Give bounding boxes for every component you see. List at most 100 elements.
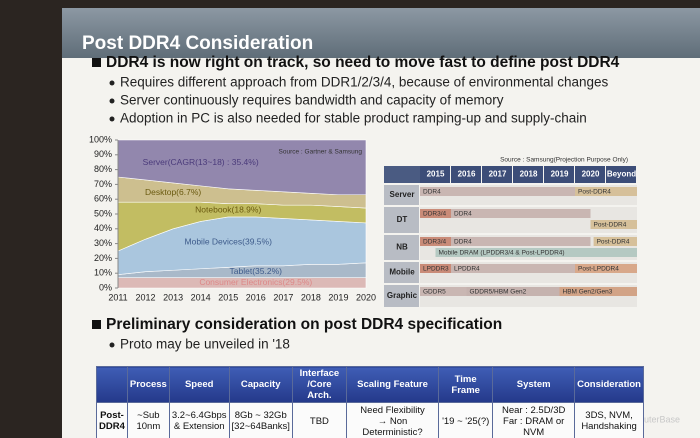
roadmap-bar-label: GDDR5	[423, 289, 446, 296]
table-cell: Capacity	[228, 366, 293, 403]
year-cell	[482, 166, 512, 183]
table-cell: Need Flexibility → Non Deterministic?	[345, 402, 440, 438]
x-tick-label: 2011	[108, 292, 127, 302]
x-tick-label: 2014	[191, 292, 211, 302]
year-cell	[544, 166, 574, 183]
row-label-cell	[384, 262, 419, 283]
roadmap-bar	[420, 264, 451, 273]
y-tick-label: 50%	[94, 208, 112, 218]
table-cell: 8Gb ~ 32Gb [32~64Banks]	[228, 402, 293, 438]
row-label-cell	[384, 207, 419, 233]
roadmap-bar-label: LPDDR4	[454, 266, 480, 273]
cell-line: /Core Arch.	[307, 379, 332, 401]
cell-line: 3.2~6.4Gbps	[171, 410, 227, 421]
year-label: 2017	[489, 170, 507, 179]
series-label: Mobile Devices(39.5%)	[185, 236, 273, 246]
x-tick-label: 2012	[136, 292, 156, 302]
roadmap-bar-label: GDDR5/HBM Gen2	[470, 289, 527, 296]
watermark: ComputerBase	[620, 414, 680, 424]
table-cell: '19 ~ '25(?)	[438, 402, 494, 438]
roadmap-bar-label: DDR4	[454, 239, 472, 246]
cell-line: Speed	[184, 379, 214, 390]
roadmap-bar	[466, 287, 560, 296]
chart-source: Source : Gartner & Samsung	[279, 149, 363, 156]
y-tick-label: 40%	[94, 223, 112, 233]
year-label: Beyond	[607, 170, 636, 179]
cell-line: Process	[129, 379, 167, 390]
cell-line: Post-	[100, 410, 124, 421]
bullet-dot	[109, 98, 115, 104]
slide-title: Post DDR4 Consideration	[82, 33, 313, 54]
y-tick-label: 10%	[94, 268, 112, 278]
roadmap-bar-label: DDR4	[454, 211, 472, 218]
row-label: Graphic	[387, 291, 418, 300]
x-tick-label: 2019	[328, 292, 348, 302]
roadmap-bar	[575, 187, 637, 196]
roadmap-bar	[420, 287, 467, 296]
table-cell: 3DS, NVM, Handshaking	[574, 402, 644, 438]
roadmap-bar-label: DDR3/4	[423, 239, 447, 246]
y-tick-label: 20%	[94, 253, 112, 263]
cell-line: Near : 2.5D/3D	[501, 404, 566, 416]
roadmap-bar-label: Mobile DRAM (LPDDR3/4 & Post-LPDDR4)	[439, 250, 565, 257]
x-tick-label: 2018	[301, 292, 321, 302]
y-tick-label: 80%	[94, 164, 112, 174]
x-tick-label: 2013	[163, 292, 183, 302]
year-cell	[606, 166, 636, 183]
title-bar	[62, 8, 700, 58]
y-tick-label: 100%	[89, 134, 112, 144]
bullet-text: Proto may be unveiled in '18	[120, 337, 290, 352]
cell-line: 10nm	[136, 421, 161, 432]
x-tick-label: 2016	[246, 292, 266, 302]
roadmap-bar-label: DDR3/4	[423, 211, 447, 218]
table-cell: TBD	[291, 402, 347, 438]
row-label-cell	[384, 235, 419, 260]
table-cell: Speed	[168, 366, 230, 403]
year-label: 2015	[427, 170, 445, 179]
y-tick-label: 90%	[94, 149, 112, 159]
bullet-square	[92, 58, 101, 67]
table-corner	[96, 366, 128, 403]
cell-line: '19 ~ '25(?)	[442, 415, 490, 427]
table-cell: Consideration	[574, 366, 644, 403]
roadmap-bar	[559, 287, 637, 296]
year-cell	[513, 166, 543, 183]
y-tick-label: 70%	[94, 179, 112, 189]
series-label: Desktop(6.7%)	[145, 187, 201, 197]
row-label: NB	[396, 243, 408, 252]
series-label: Tablet(35.2%)	[230, 266, 283, 276]
cell-line: & Extension	[173, 421, 225, 432]
cell-line: Time Frame	[451, 373, 480, 396]
year-label: 2020	[582, 170, 600, 179]
row-label: Mobile	[389, 268, 415, 277]
roadmap-bar	[451, 209, 591, 218]
y-tick-label: 30%	[94, 238, 112, 248]
year-label: 2019	[551, 170, 569, 179]
roadmap-header-bg	[384, 166, 420, 183]
cell-line: Far : DRAM or NVM	[503, 415, 565, 438]
cell-line: Handshaking	[581, 421, 637, 432]
roadmap-bar-label: Post-DDR4	[594, 222, 627, 229]
roadmap-bar	[420, 237, 451, 246]
year-cell	[451, 166, 481, 183]
cell-line: Consideration	[577, 379, 641, 390]
roadmap-bar	[435, 248, 637, 257]
cell-line: Scaling Feature	[357, 379, 428, 390]
x-tick-label: 2015	[218, 292, 238, 302]
roadmap-bar	[451, 237, 591, 246]
roadmap-bar	[593, 237, 637, 246]
table-row: Post- DDR4 ~Sub 10nm 3.2~6.4Gbps & Extension 8…	[96, 402, 644, 438]
row-label-cell	[384, 185, 419, 205]
bullet-square	[92, 320, 101, 329]
bullet-text: Adoption in PC is also needed for stable…	[120, 111, 587, 126]
section-heading: Preliminary consideration on post DDR4 s…	[106, 316, 502, 333]
roadmap-bar	[575, 264, 637, 273]
cell-line: ~Sub	[137, 410, 160, 421]
cell-line: Interface	[299, 368, 340, 379]
table-cell: Interface/Core Arch.	[291, 366, 347, 403]
table-cell: Scaling Feature	[345, 366, 440, 403]
roadmap-bar-label: LPDDR3	[423, 266, 449, 273]
cell-line: [32~64Banks]	[231, 421, 290, 432]
roadmap-bar-label: Post-DDR4	[578, 189, 611, 196]
table-cell: Time Frame	[438, 366, 494, 403]
